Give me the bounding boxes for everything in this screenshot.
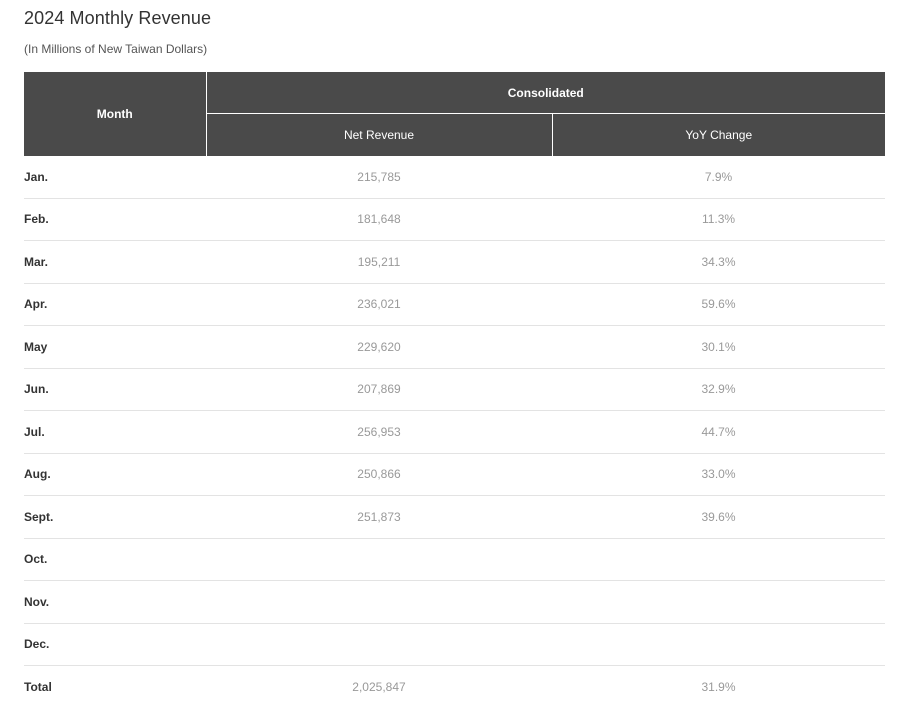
table-row: Apr. 236,021 59.6% (24, 283, 886, 326)
net-revenue-cell: 256,953 (206, 410, 552, 454)
total-net-revenue-cell: 2,025,847 (352, 679, 406, 694)
yoy-change-cell: 7.9% (552, 156, 886, 199)
net-revenue-cell: 236,021 (206, 283, 552, 326)
month-cell: Jan. (24, 156, 206, 199)
net-revenue-cell: 215,785 (206, 156, 552, 199)
month-cell: Nov. (24, 580, 206, 624)
table-body: Jan. 215,785 7.9% Feb. 181,648 11.3% Mar… (24, 156, 886, 708)
yoy-change-cell: 32.9% (552, 368, 886, 411)
table-row: Dec. (24, 623, 886, 666)
table-row: Aug. 250,866 33.0% (24, 453, 886, 496)
month-column-header: Month (24, 72, 207, 156)
monthly-revenue-table: Month Consolidated Net Revenue YoY Chang… (24, 72, 886, 708)
yoy-change-cell: 34.3% (552, 240, 886, 284)
net-revenue-cell (206, 623, 552, 666)
yoy-change-cell: 30.1% (552, 325, 886, 369)
net-revenue-column-header: Net Revenue (206, 113, 553, 156)
total-yoy-change-cell: 31.9% (701, 679, 736, 694)
yoy-change-cell (552, 623, 886, 666)
page-title: 2024 Monthly Revenue (24, 8, 212, 28)
month-cell: Apr. (24, 283, 206, 326)
table-row: Jul. 256,953 44.7% (24, 410, 886, 454)
net-revenue-cell: 251,873 (206, 495, 552, 539)
net-revenue-cell (206, 538, 552, 581)
consolidated-group-header: Consolidated (206, 72, 886, 114)
table-row: Sept. 251,873 39.6% (24, 495, 886, 539)
table-row: Nov. (24, 580, 886, 624)
yoy-change-cell: 59.6% (552, 283, 886, 326)
yoy-change-cell: 11.3% (552, 198, 886, 241)
month-cell: May (24, 325, 206, 369)
table-header: Month Consolidated Net Revenue YoY Chang… (24, 72, 886, 156)
month-cell: Jun. (24, 368, 206, 411)
month-cell: Oct. (24, 538, 206, 581)
yoy-change-cell: 33.0% (552, 453, 886, 496)
yoy-change-cell (552, 538, 886, 581)
net-revenue-cell: 207,869 (206, 368, 552, 411)
table-row: Oct. (24, 538, 886, 581)
yoy-change-cell: 44.7% (552, 410, 886, 454)
yoy-change-column-header: YoY Change (552, 113, 886, 156)
month-cell: Aug. (24, 453, 206, 496)
table-row: Feb. 181,648 11.3% (24, 198, 886, 241)
yoy-change-cell (552, 580, 886, 624)
page-subtitle: (In Millions of New Taiwan Dollars) (24, 42, 208, 56)
month-cell: Dec. (24, 623, 206, 666)
month-cell: Jul. (24, 410, 206, 454)
net-revenue-cell: 250,866 (206, 453, 552, 496)
table-row: Jun. 207,869 32.9% (24, 368, 886, 411)
month-cell: Mar. (24, 240, 206, 284)
net-revenue-cell (206, 580, 552, 624)
table-row: Jan. 215,785 7.9% (24, 156, 886, 199)
month-cell: Feb. (24, 198, 206, 241)
table-row: May 229,620 30.1% (24, 325, 886, 369)
yoy-change-cell: 39.6% (552, 495, 886, 539)
table-row-total: Total 2,025,847 31.9% (24, 666, 885, 708)
net-revenue-cell: 195,211 (206, 240, 552, 284)
net-revenue-cell: 181,648 (206, 198, 552, 241)
month-cell: Sept. (24, 495, 206, 539)
total-label-cell: Total (24, 679, 52, 694)
table-row: Mar. 195,211 34.3% (24, 240, 886, 284)
net-revenue-cell: 229,620 (206, 325, 552, 369)
